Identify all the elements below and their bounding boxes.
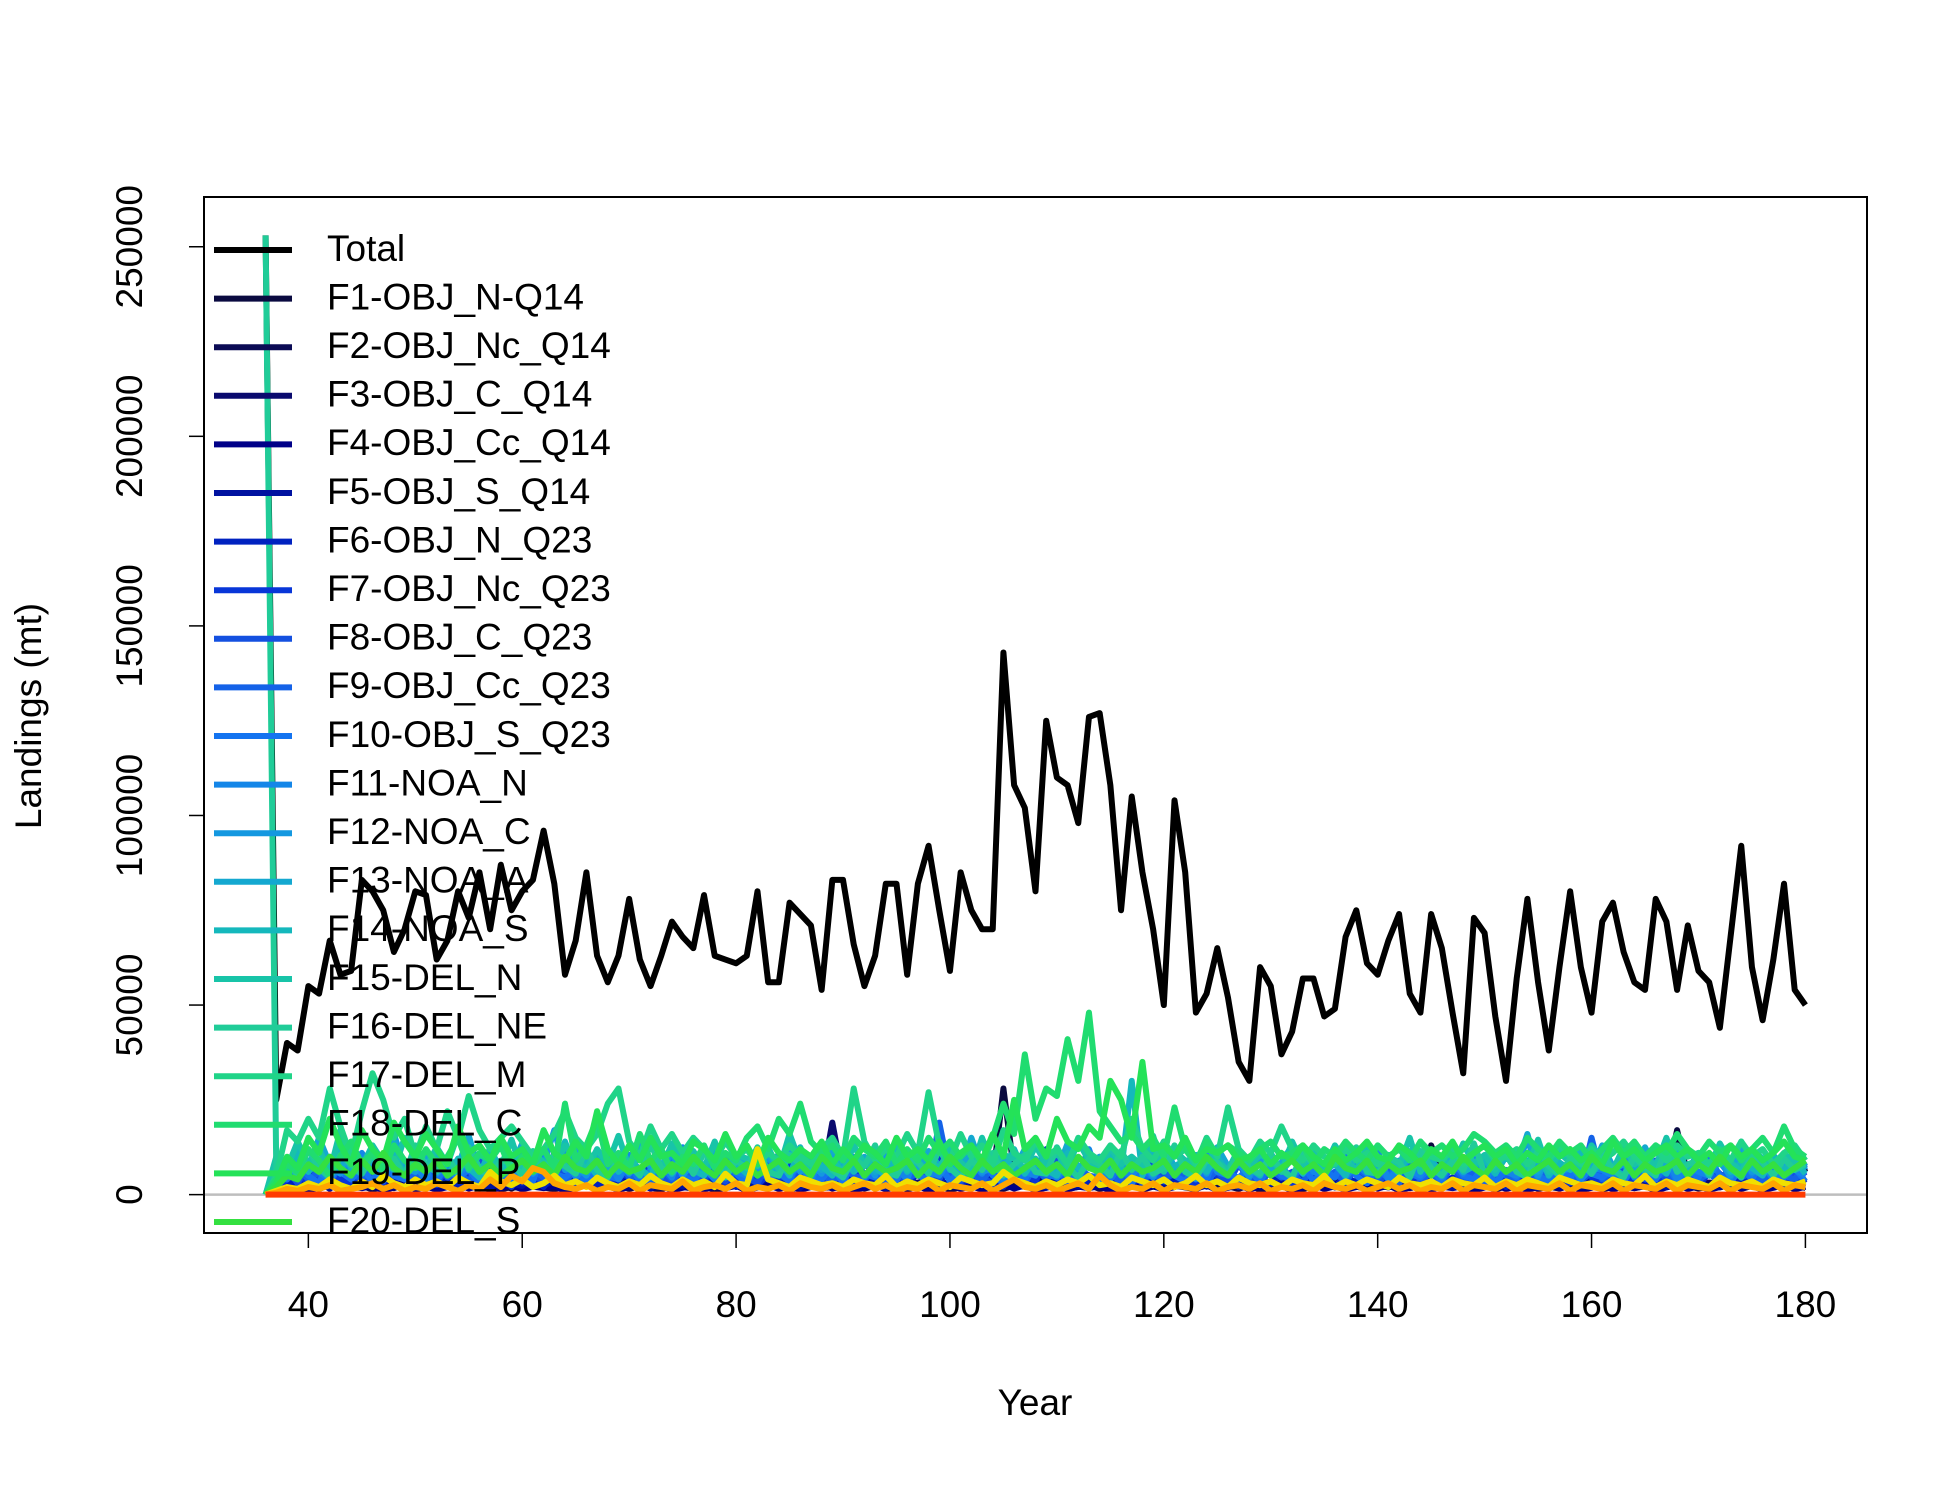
y-tick-label: 200000 bbox=[109, 375, 150, 498]
y-tick-label: 150000 bbox=[109, 564, 150, 687]
x-tick-label: 140 bbox=[1347, 1284, 1409, 1325]
legend-label: F16-DEL_NE bbox=[327, 1005, 547, 1046]
legend-label: F18-DEL_C bbox=[327, 1103, 522, 1144]
y-axis-label: Landings (mt) bbox=[8, 603, 49, 829]
legend-label: F9-OBJ_Cc_Q23 bbox=[327, 665, 611, 706]
legend-label: F13-NOA_A bbox=[327, 860, 529, 901]
legend-label: F1-OBJ_N-Q14 bbox=[327, 276, 584, 317]
y-tick-label: 100000 bbox=[109, 754, 150, 877]
legend-label: F11-NOA_N bbox=[327, 762, 528, 803]
x-tick-label: 180 bbox=[1775, 1284, 1837, 1325]
series-line bbox=[265, 1165, 1806, 1198]
legend-label: F19-DEL_P bbox=[327, 1151, 520, 1192]
legend-label: F6-OBJ_N_Q23 bbox=[327, 519, 592, 560]
legend-label: F7-OBJ_Nc_Q23 bbox=[327, 568, 611, 609]
x-tick-label: 120 bbox=[1133, 1284, 1195, 1325]
x-tick-label: 40 bbox=[288, 1284, 329, 1325]
x-tick-label: 100 bbox=[919, 1284, 981, 1325]
legend-label: F2-OBJ_Nc_Q14 bbox=[327, 325, 611, 366]
legend-label: F3-OBJ_C_Q14 bbox=[327, 374, 592, 415]
series-line bbox=[263, 1058, 1807, 1197]
y-tick-label: 0 bbox=[109, 1184, 150, 1205]
legend-label: F15-DEL_N bbox=[327, 957, 522, 998]
legend-label: F4-OBJ_Cc_Q14 bbox=[327, 422, 611, 463]
legend-label: F17-DEL_M bbox=[327, 1054, 526, 1095]
legend-label: F8-OBJ_C_Q23 bbox=[327, 617, 592, 658]
y-tick-label: 250000 bbox=[109, 185, 150, 308]
legend-label: F14-NOA_S bbox=[327, 908, 529, 949]
legend-label: F20-DEL_S bbox=[327, 1200, 520, 1241]
x-tick-label: 80 bbox=[716, 1284, 757, 1325]
legend-label: F5-OBJ_S_Q14 bbox=[327, 471, 590, 512]
series-line bbox=[262, 235, 1808, 1103]
x-tick-label: 160 bbox=[1561, 1284, 1623, 1325]
series-line bbox=[263, 1149, 1808, 1198]
series-line bbox=[263, 1009, 1808, 1197]
series-line bbox=[262, 235, 1807, 1181]
legend-label: F10-OBJ_S_Q23 bbox=[327, 714, 611, 755]
x-tick-label: 60 bbox=[502, 1284, 543, 1325]
legend-label: Total bbox=[327, 228, 405, 269]
plot-frame bbox=[203, 196, 1868, 1234]
y-tick-label: 50000 bbox=[109, 954, 150, 1057]
legend-label: F12-NOA_C bbox=[327, 811, 531, 852]
x-axis-label: Year bbox=[998, 1382, 1073, 1423]
